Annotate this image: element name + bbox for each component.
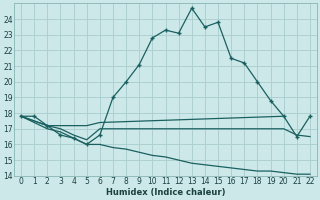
X-axis label: Humidex (Indice chaleur): Humidex (Indice chaleur) [106, 188, 225, 197]
